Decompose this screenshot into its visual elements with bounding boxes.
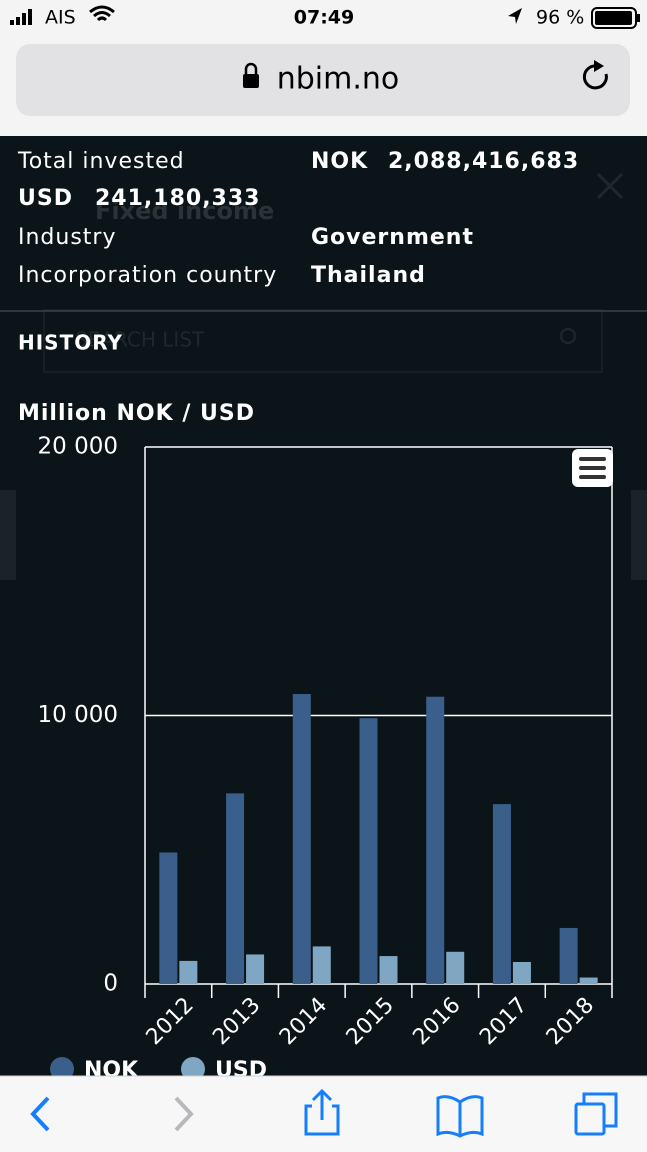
bar [446, 951, 465, 984]
ghost-search-text: SEARCH LIST [75, 328, 205, 352]
section-title: HISTORY [18, 331, 123, 355]
url: nbim.no [277, 62, 400, 97]
bar [226, 793, 245, 984]
location-icon [508, 8, 522, 24]
bar [426, 696, 445, 984]
share-button[interactable] [304, 1088, 340, 1136]
label: Industry [18, 225, 117, 250]
label: Incorporation country [18, 263, 277, 288]
ghost-search-icon [560, 328, 576, 344]
ghost-panel [0, 490, 16, 580]
battery-level: 96 % [536, 7, 584, 29]
value: Thailand [311, 263, 426, 288]
battery-icon [591, 7, 640, 29]
ghost-close [596, 172, 624, 200]
tabs-button[interactable] [574, 1092, 618, 1136]
forward-button[interactable] [174, 1096, 194, 1132]
value: 241,180,333 [95, 186, 260, 211]
y-tick-label: 10 000 [38, 702, 118, 728]
clock: 07:49 [294, 7, 354, 29]
y-tick-label: 0 [103, 971, 118, 997]
x-tick-label: 2017 [475, 993, 532, 1050]
value: 2,088,416,683 [388, 149, 579, 174]
x-tick-label: 2012 [142, 993, 199, 1050]
bar [492, 804, 511, 984]
bar [179, 960, 198, 984]
x-tick-label: 2016 [408, 993, 465, 1050]
bar [312, 946, 331, 984]
lock-icon [243, 62, 259, 88]
bar [379, 956, 398, 984]
bar [292, 694, 311, 984]
x-tick-label: 2018 [542, 993, 599, 1050]
label: NOK [311, 149, 368, 174]
chart-title: Million NOK / USD [18, 401, 255, 426]
bar [359, 718, 378, 984]
legend-swatch [50, 1057, 74, 1081]
ghost-search [43, 309, 603, 373]
x-tick-label: 2015 [342, 993, 399, 1050]
x-tick-label: 2014 [275, 993, 332, 1050]
x-tick-label: 2013 [208, 993, 265, 1050]
y-tick-label: 20 000 [38, 434, 118, 460]
reload-button[interactable] [582, 60, 608, 90]
signal [10, 9, 32, 25]
chart-menu-button[interactable] [572, 449, 613, 487]
bar [559, 927, 578, 984]
bar [159, 852, 178, 984]
label: Total invested [17, 149, 185, 174]
address-bar[interactable] [16, 44, 630, 116]
legend-swatch [181, 1057, 205, 1081]
back-button[interactable] [30, 1096, 50, 1132]
bar [579, 977, 598, 984]
label: USD [18, 186, 73, 211]
ghost-panel [631, 490, 647, 580]
ghost-title: Fixed income [95, 197, 274, 225]
bar [246, 954, 265, 984]
carrier: AIS [45, 7, 76, 29]
value: Government [311, 225, 474, 250]
bookmarks-button[interactable] [436, 1095, 484, 1138]
wifi-icon [89, 5, 115, 22]
bar [512, 961, 531, 984]
